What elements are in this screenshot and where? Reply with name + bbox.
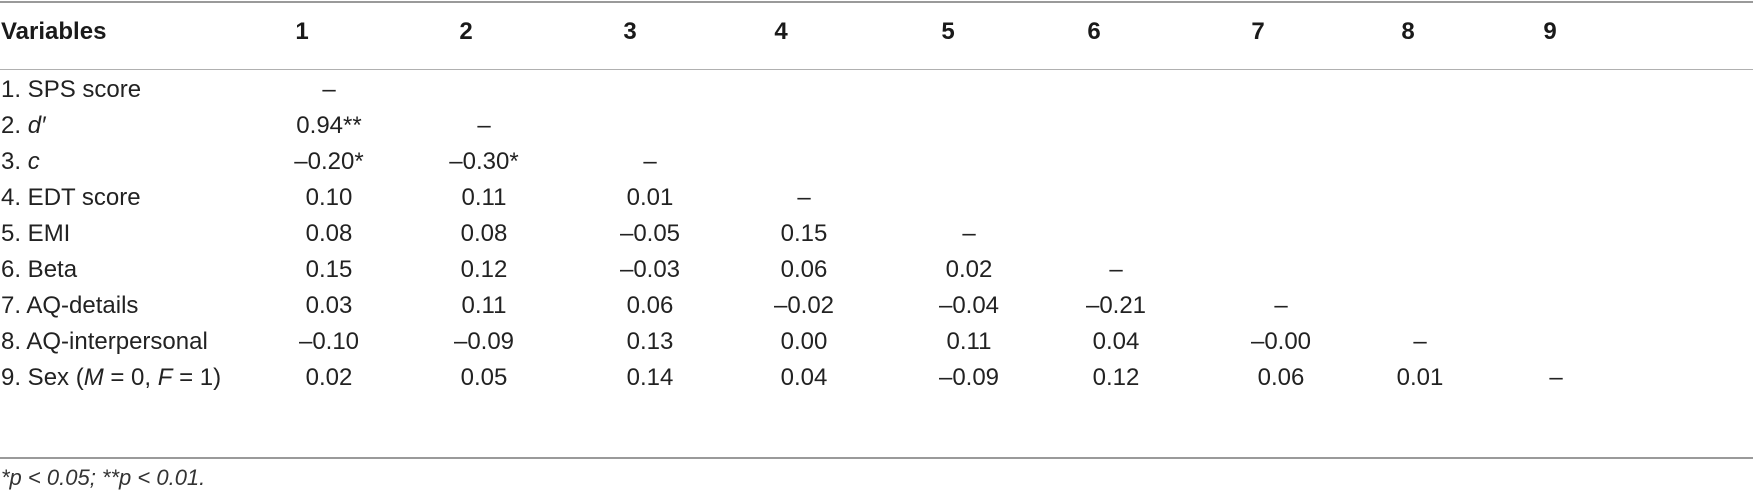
- table-cell: –: [1109, 256, 1123, 283]
- table-cell: 0.05: [460, 364, 508, 391]
- row-label-text: 6. Beta: [1, 256, 78, 283]
- top-rule: [0, 1, 1753, 3]
- table-cell: –: [962, 220, 976, 247]
- bottom-rule: [0, 457, 1753, 459]
- row-label-text: = 0,: [103, 364, 158, 391]
- table-cell: –0.04: [938, 292, 1000, 319]
- row-label-italic: c: [27, 148, 40, 175]
- table-cell: –0.00: [1250, 328, 1312, 355]
- table-cell: 0.02: [945, 256, 993, 283]
- table-cell: –: [797, 184, 811, 211]
- header-col-9: 9: [1543, 18, 1557, 45]
- row-label-italic: F: [157, 364, 173, 391]
- table-cell: –: [322, 76, 336, 103]
- table-cell: –0.03: [619, 256, 681, 283]
- table-cell: –: [477, 112, 491, 139]
- table-cell: 0.06: [626, 292, 674, 319]
- header-col-6: 6: [1087, 18, 1101, 45]
- header-col-7: 7: [1251, 18, 1265, 45]
- table-cell: 0.13: [626, 328, 674, 355]
- table-cell: 0.11: [946, 328, 992, 355]
- table-cell: 0.03: [305, 292, 353, 319]
- footnote: *p < 0.05; **p < 0.01.: [1, 465, 206, 490]
- row-label-text: 8. AQ-interpersonal: [1, 328, 208, 355]
- header-col-1: 1: [295, 18, 309, 45]
- table-cell: 0.15: [780, 220, 828, 247]
- header-col-2: 2: [459, 18, 473, 45]
- row-label: 7. AQ-details: [1, 291, 138, 321]
- table-cell: 0.08: [305, 220, 353, 247]
- table-cell: –0.30*: [449, 148, 519, 175]
- header-col-3: 3: [623, 18, 637, 45]
- header-col-5: 5: [941, 18, 955, 45]
- table-cell: –: [643, 148, 657, 175]
- row-label-text: 7. AQ-details: [1, 292, 139, 319]
- row-label: 9. Sex (M = 0, F = 1): [1, 363, 221, 393]
- table-cell: 0.04: [780, 364, 828, 391]
- table-cell: 0.04: [1092, 328, 1140, 355]
- table-cell: 0.00: [780, 328, 828, 355]
- row-label: 6. Beta: [1, 255, 77, 285]
- header-col-8: 8: [1401, 18, 1415, 45]
- row-label-italic: M: [83, 364, 104, 391]
- table-cell: 0.06: [780, 256, 828, 283]
- row-label-text: 1. SPS score: [1, 76, 142, 103]
- row-label-text: 3.: [1, 148, 28, 175]
- table-cell: 0.08: [460, 220, 508, 247]
- row-label: 2. d′: [1, 111, 46, 141]
- row-label-text: 5. EMI: [1, 220, 71, 247]
- table-cell: –0.09: [938, 364, 1000, 391]
- table-cell: –0.10: [298, 328, 360, 355]
- table-cell: 0.02: [305, 364, 353, 391]
- row-label: 3. c: [1, 147, 40, 177]
- row-label-text: = 1): [172, 364, 222, 391]
- table-cell: 0.94**: [296, 112, 362, 139]
- table-cell: –0.20*: [294, 148, 364, 175]
- table-cell: 0.06: [1257, 364, 1305, 391]
- header-rule: [0, 69, 1753, 70]
- table-cell: 0.11: [461, 184, 507, 211]
- table-cell: 0.12: [460, 256, 508, 283]
- row-label: 4. EDT score: [1, 183, 141, 213]
- table-cell: 0.01: [626, 184, 674, 211]
- header-col-4: 4: [774, 18, 788, 45]
- table-cell: –0.05: [619, 220, 681, 247]
- row-label: 8. AQ-interpersonal: [1, 327, 208, 357]
- table-cell: 0.11: [461, 292, 507, 319]
- table-cell: 0.14: [626, 364, 674, 391]
- table-cell: –: [1413, 328, 1427, 355]
- table-cell: –0.02: [773, 292, 835, 319]
- table-cell: 0.12: [1092, 364, 1140, 391]
- row-label-italic: d′: [27, 112, 46, 139]
- table-cell: 0.15: [305, 256, 353, 283]
- row-label-text: 9. Sex (: [1, 364, 84, 391]
- table-cell: 0.10: [305, 184, 353, 211]
- table-cell: –: [1274, 292, 1288, 319]
- table-cell: 0.01: [1396, 364, 1444, 391]
- table-cell: –0.09: [453, 328, 515, 355]
- row-label-text: 4. EDT score: [1, 184, 141, 211]
- row-label: 1. SPS score: [1, 75, 141, 105]
- row-label: 5. EMI: [1, 219, 70, 249]
- table-cell: –: [1549, 364, 1563, 391]
- header-variables: Variables: [1, 18, 107, 45]
- table-cell: –0.21: [1085, 292, 1147, 319]
- row-label-text: 2.: [1, 112, 28, 139]
